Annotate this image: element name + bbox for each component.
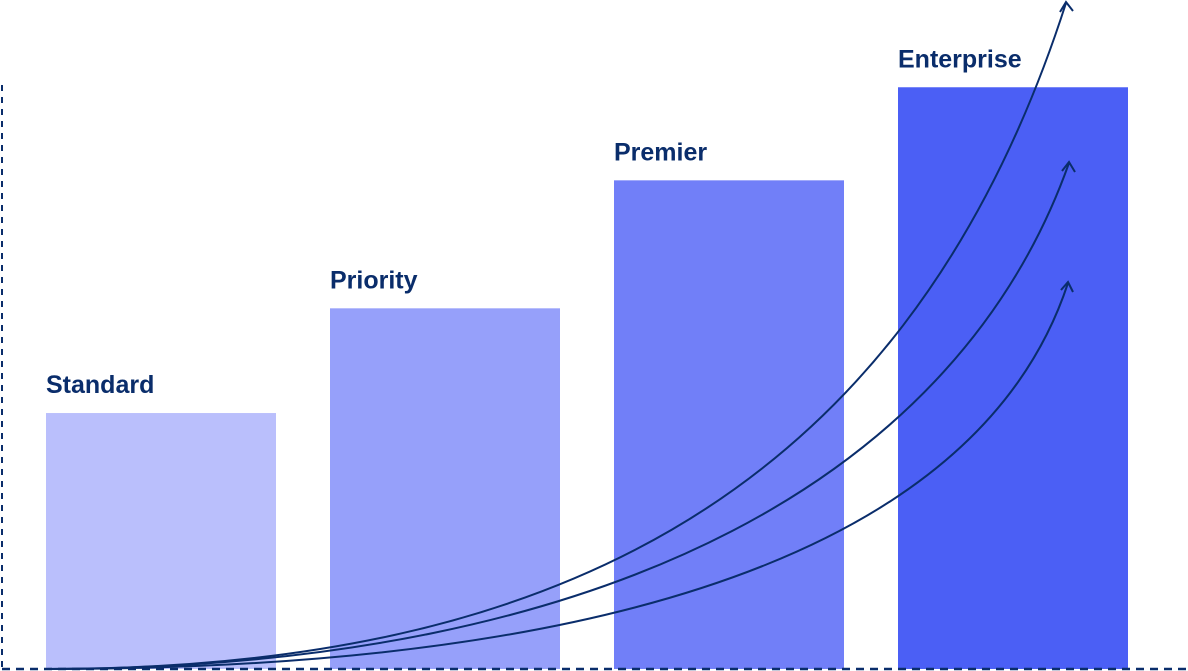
bar-label-standard: Standard xyxy=(46,371,154,399)
growth-arrow-3-head xyxy=(1060,280,1074,293)
bar-priority xyxy=(330,308,560,669)
growth-arrow-2-head xyxy=(1061,160,1076,173)
bar-enterprise xyxy=(898,87,1128,670)
bar-standard xyxy=(46,413,276,669)
growth-arrow-3 xyxy=(45,282,1069,670)
bar-label-premier: Premier xyxy=(614,138,707,166)
growth-arrow-1-head xyxy=(1059,0,1074,13)
bar-label-priority: Priority xyxy=(330,266,418,294)
bar-premier xyxy=(614,180,844,670)
bar-label-enterprise: Enterprise xyxy=(898,45,1022,73)
growth-arrow-1 xyxy=(45,2,1067,670)
growth-arrow-2 xyxy=(45,162,1070,670)
